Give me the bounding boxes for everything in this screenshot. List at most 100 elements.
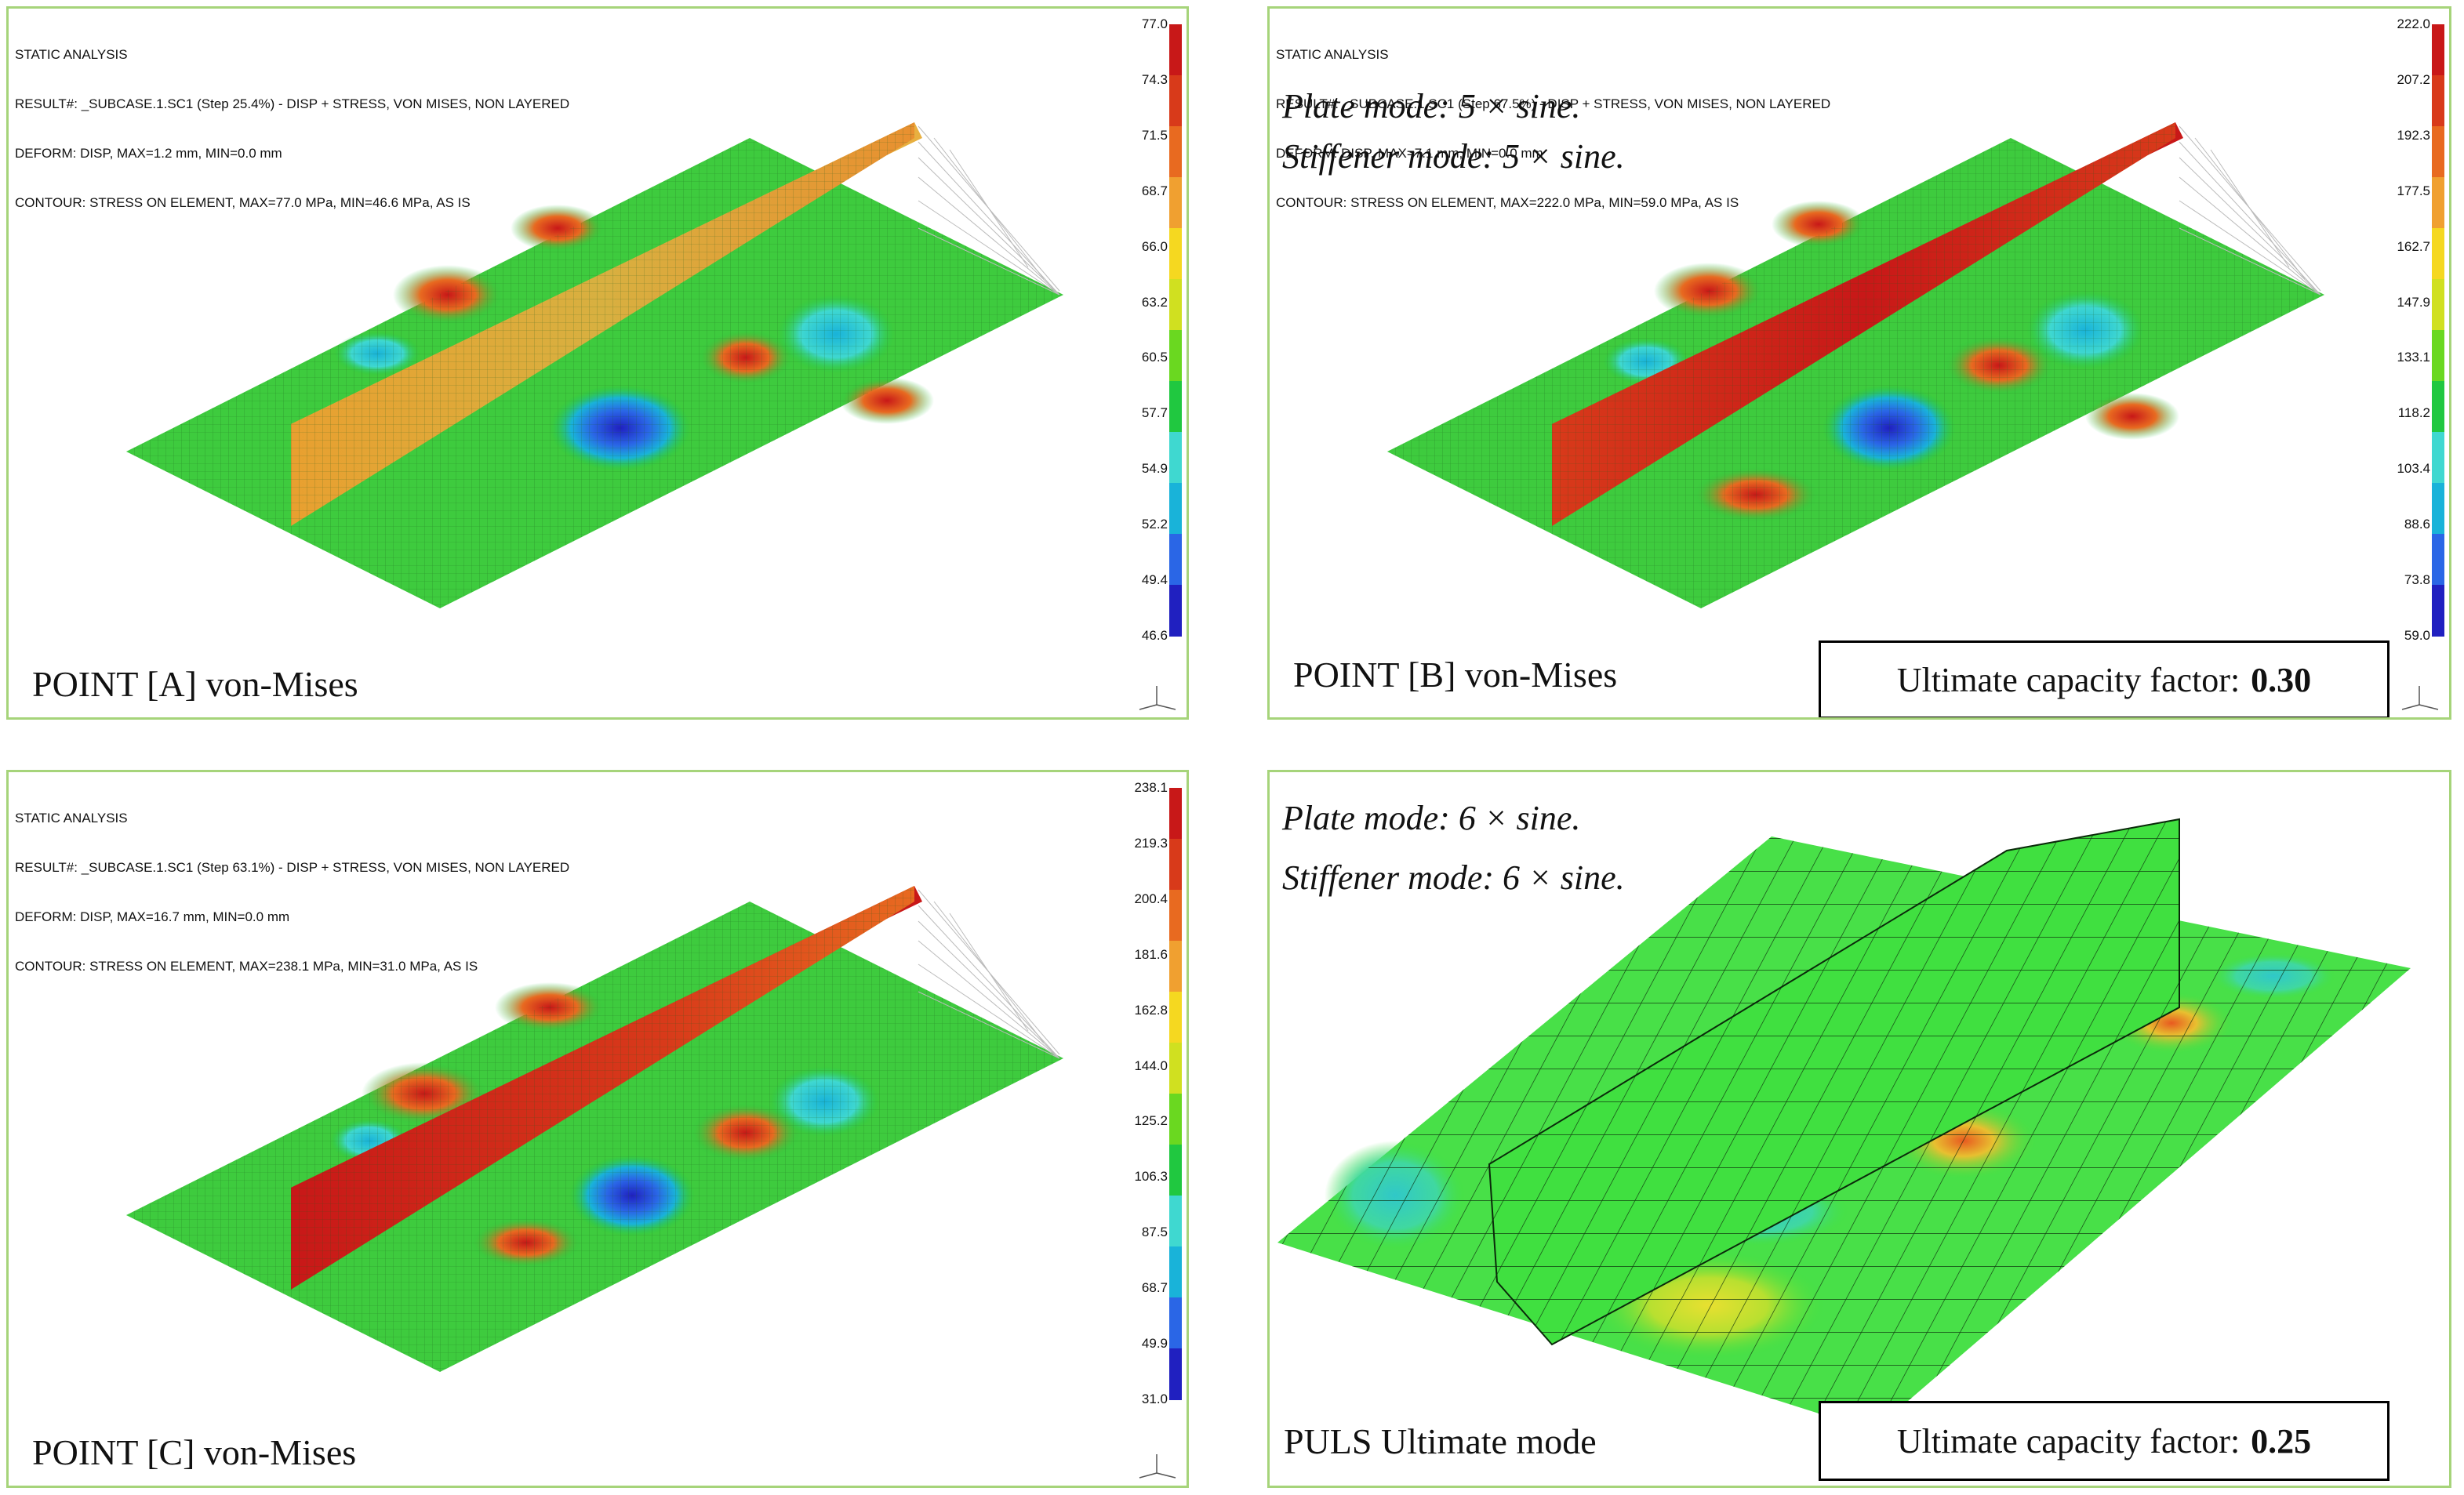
legend-tick-label: 59.0 (2404, 628, 2430, 643)
legend-color-band (1169, 1297, 1182, 1349)
analysis-info: STATIC ANALYSIS RESULT#: _SUBCASE.1.SC1 … (15, 777, 569, 1007)
panel-point-a: STATIC ANALYSIS RESULT#: _SUBCASE.1.SC1 … (6, 6, 1189, 720)
legend-color-band (1169, 890, 1182, 942)
stiffener-mode-label: Stiffener mode: 6 × sine. (1282, 858, 1625, 897)
legend-tick-label: 177.5 (2397, 183, 2430, 198)
legend-color-band (1169, 941, 1182, 992)
legend-color-band (1169, 992, 1182, 1043)
legend-tick-label: 66.0 (1141, 238, 1168, 254)
legend-color-band (1169, 1246, 1182, 1298)
legend-tick-label: 54.9 (1141, 461, 1168, 477)
legend-tick-label: 49.9 (1141, 1336, 1168, 1352)
ultimate-capacity-box: Ultimate capacity factor: 0.30 (1819, 640, 2389, 717)
legend-color-band (2432, 330, 2444, 382)
info-line: STATIC ANALYSIS (15, 811, 128, 826)
legend-color-band (1169, 1196, 1182, 1247)
legend-color-band (2432, 228, 2444, 280)
legend-color-band (2432, 279, 2444, 331)
legend-tick-label: 200.4 (1134, 891, 1168, 906)
legend-tick-label: 68.7 (1141, 1280, 1168, 1296)
info-line: STATIC ANALYSIS (15, 47, 128, 62)
info-line: RESULT#: _SUBCASE.1.SC1 (Step 67.5%) - D… (1276, 96, 1831, 111)
legend-color-band (1169, 1043, 1182, 1094)
legend-tick-label: 219.3 (1134, 835, 1168, 851)
legend-tick-label: 222.0 (2397, 16, 2430, 31)
legend-tick-label: 103.4 (2397, 461, 2430, 477)
contour-legend: 238.1 219.3 200.4 181.6 162.8 144.0 125.2 106.3… (1134, 772, 1187, 1486)
legend-color-band (1169, 330, 1182, 382)
legend-tick-label: 144.0 (1134, 1058, 1168, 1073)
info-line: CONTOUR: STRESS ON ELEMENT, MAX=222.0 MP… (1276, 195, 1739, 210)
panel-point-b: STATIC ANALYSIS RESULT#: _SUBCASE.1.SC1 … (1267, 6, 2451, 720)
legend-tick-label: 31.0 (1141, 1392, 1168, 1406)
analysis-info: STATIC ANALYSIS RESULT#: _SUBCASE.1.SC1 … (15, 13, 569, 244)
analysis-info: STATIC ANALYSIS RESULT#: _SUBCASE.1.SC1 … (1276, 13, 1830, 244)
ucf-value: 0.25 (2251, 1421, 2312, 1461)
info-line: CONTOUR: STRESS ON ELEMENT, MAX=77.0 MPa… (15, 195, 471, 210)
fe-model-puls (1277, 818, 2411, 1431)
legend-color-band (1169, 483, 1182, 535)
ucf-label: Ultimate capacity factor: (1896, 1421, 2240, 1461)
info-line: CONTOUR: STRESS ON ELEMENT, MAX=238.1 MP… (15, 959, 478, 974)
legend-tick-label: 68.7 (1141, 183, 1168, 198)
info-line: STATIC ANALYSIS (1276, 47, 1389, 62)
legend-tick-label: 63.2 (1141, 294, 1168, 310)
legend-tick-label: 77.0 (1141, 16, 1168, 31)
legend-tick-label: 73.8 (2404, 572, 2430, 588)
panel-caption: PULS Ultimate mode (1284, 1421, 1597, 1461)
panel-caption: POINT [A] von-Mises (32, 664, 358, 704)
legend-tick-label: 118.2 (2397, 405, 2430, 421)
legend-tick-label: 133.1 (2397, 350, 2430, 365)
legend-color-band (2432, 177, 2444, 229)
panel-puls-ultimate: Plate mode: 6 × sine. Stiffener mode: 6 … (1267, 770, 2451, 1488)
info-line: RESULT#: _SUBCASE.1.SC1 (Step 63.1%) - D… (15, 860, 570, 875)
fe-model-a (126, 122, 1063, 608)
fe-model-c (126, 886, 1063, 1372)
legend-color-band (1169, 24, 1182, 76)
legend-color-band (1169, 534, 1182, 586)
legend-color-band (2432, 483, 2444, 535)
ucf-value: 0.30 (2251, 660, 2312, 699)
legend-color-band (1169, 1145, 1182, 1196)
legend-color-band (2432, 432, 2444, 484)
legend-color-band (2432, 585, 2444, 637)
fe-model-b (1387, 122, 2324, 608)
legend-tick-label: 52.2 (1141, 517, 1168, 532)
legend-tick-label: 88.6 (2404, 517, 2430, 532)
legend-color-band (2432, 126, 2444, 178)
legend-tick-label: 125.2 (1134, 1113, 1168, 1129)
info-line: RESULT#: _SUBCASE.1.SC1 (Step 25.4%) - D… (15, 96, 570, 111)
plate-mode-label: Plate mode: 6 × sine. (1282, 799, 1581, 837)
legend-tick-label: 162.7 (2397, 238, 2430, 254)
legend-tick-label: 238.1 (1134, 780, 1168, 795)
axis-triad-icon (1139, 686, 1176, 710)
legend-color-band (1169, 839, 1182, 891)
plate-mode-label: Plate mode: 5 × sine. (1282, 87, 1581, 125)
legend-tick-label: 46.6 (1141, 628, 1168, 643)
ultimate-capacity-box: Ultimate capacity factor: 0.25 (1819, 1401, 2389, 1481)
legend-tick-label: 49.4 (1141, 572, 1168, 588)
ucf-label: Ultimate capacity factor: (1896, 660, 2240, 699)
legend-tick-label: 71.5 (1141, 127, 1168, 143)
legend-tick-label: 181.6 (1134, 946, 1168, 962)
axis-triad-icon (2401, 686, 2439, 710)
legend-color-band (2432, 381, 2444, 433)
legend-tick-label: 74.3 (1141, 71, 1168, 87)
legend-color-band (1169, 75, 1182, 127)
panel-caption: POINT [B] von-Mises (1293, 655, 1618, 695)
legend-color-band (1169, 279, 1182, 331)
legend-tick-label: 192.3 (2397, 127, 2430, 143)
stiffener-mode-label: Stiffener mode: 5 × sine. (1282, 137, 1625, 176)
legend-color-band (1169, 788, 1182, 840)
legend-color-band (1169, 228, 1182, 280)
info-line: DEFORM: DISP, MAX=7.1 mm, MIN=0.0 mm (1276, 146, 1543, 161)
legend-color-band (1169, 1094, 1182, 1145)
legend-color-band (2432, 534, 2444, 586)
legend-tick-label: 57.7 (1141, 405, 1168, 421)
axis-triad-icon (1139, 1454, 1176, 1479)
legend-color-band (1169, 126, 1182, 178)
legend-color-band (1169, 432, 1182, 484)
panel-point-c: STATIC ANALYSIS RESULT#: _SUBCASE.1.SC1 … (6, 770, 1189, 1488)
legend-tick-label: 60.5 (1141, 350, 1168, 365)
legend-color-band (1169, 1348, 1182, 1400)
